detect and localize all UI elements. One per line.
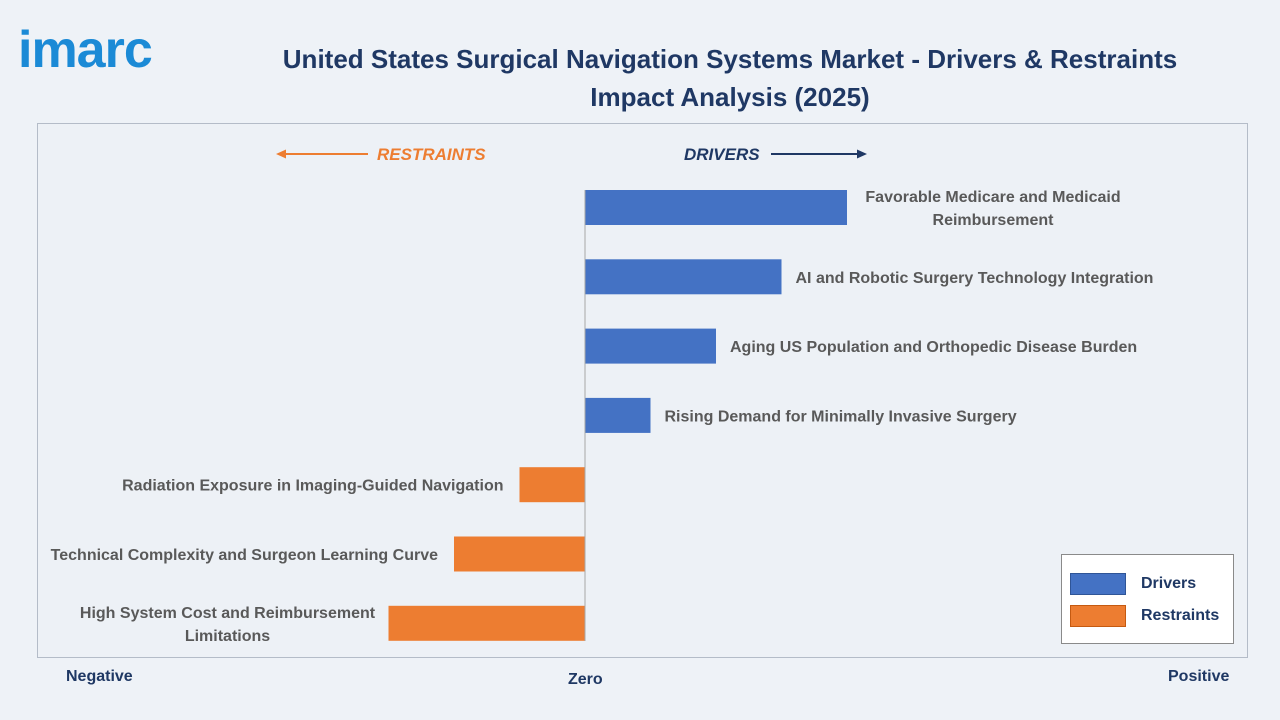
legend-label-restraints: Restraints	[1141, 607, 1220, 624]
bar-label-4: Radiation Exposure in Imaging-Guided Nav…	[122, 478, 503, 495]
imarc-logo: imarc	[18, 21, 153, 79]
axis-label-zero: Zero	[568, 671, 603, 688]
bar-driver-0	[585, 190, 847, 225]
bar-driver-2	[585, 328, 716, 364]
legend-swatch-drivers	[1070, 573, 1126, 595]
bar-label-2: Aging US Population and Orthopedic Disea…	[730, 339, 1137, 356]
bar-label-0-line-0: Favorable Medicare and Medicaid	[865, 189, 1120, 206]
legend-swatch-restraints	[1070, 605, 1126, 627]
bar-label-6-line-0: High System Cost and Reimbursement	[80, 605, 376, 622]
bar-driver-1	[585, 259, 782, 295]
chart-legend: Drivers Restraints	[1061, 554, 1234, 644]
restraints-arrow-head	[276, 149, 286, 159]
axis-label-negative: Negative	[66, 668, 133, 685]
bar-restraint-6	[388, 605, 585, 641]
legend-label-drivers: Drivers	[1141, 575, 1197, 592]
bar-label-3: Rising Demand for Minimally Invasive Sur…	[665, 408, 1017, 425]
legend-item-restraints: Restraints	[1070, 604, 1219, 628]
bar-restraint-5	[454, 536, 585, 572]
legend-item-drivers: Drivers	[1070, 572, 1196, 596]
bar-label-1: AI and Robotic Surgery Technology Integr…	[796, 270, 1154, 287]
bar-driver-3	[585, 397, 651, 433]
bar-label-5: Technical Complexity and Surgeon Learnin…	[51, 547, 438, 564]
bar-label-6-line-1: Limitations	[185, 628, 270, 645]
drivers-arrow-head	[857, 149, 867, 159]
restraints-direction-label: RESTRAINTS	[377, 145, 486, 164]
bar-restraint-4	[519, 467, 585, 503]
drivers-direction-label: DRIVERS	[684, 145, 760, 164]
logo-text: imarc	[18, 21, 153, 79]
bar-label-0-line-1: Reimbursement	[933, 212, 1055, 229]
chart-title: United States Surgical Navigation System…	[282, 44, 1178, 112]
axis-label-positive: Positive	[1168, 668, 1230, 685]
